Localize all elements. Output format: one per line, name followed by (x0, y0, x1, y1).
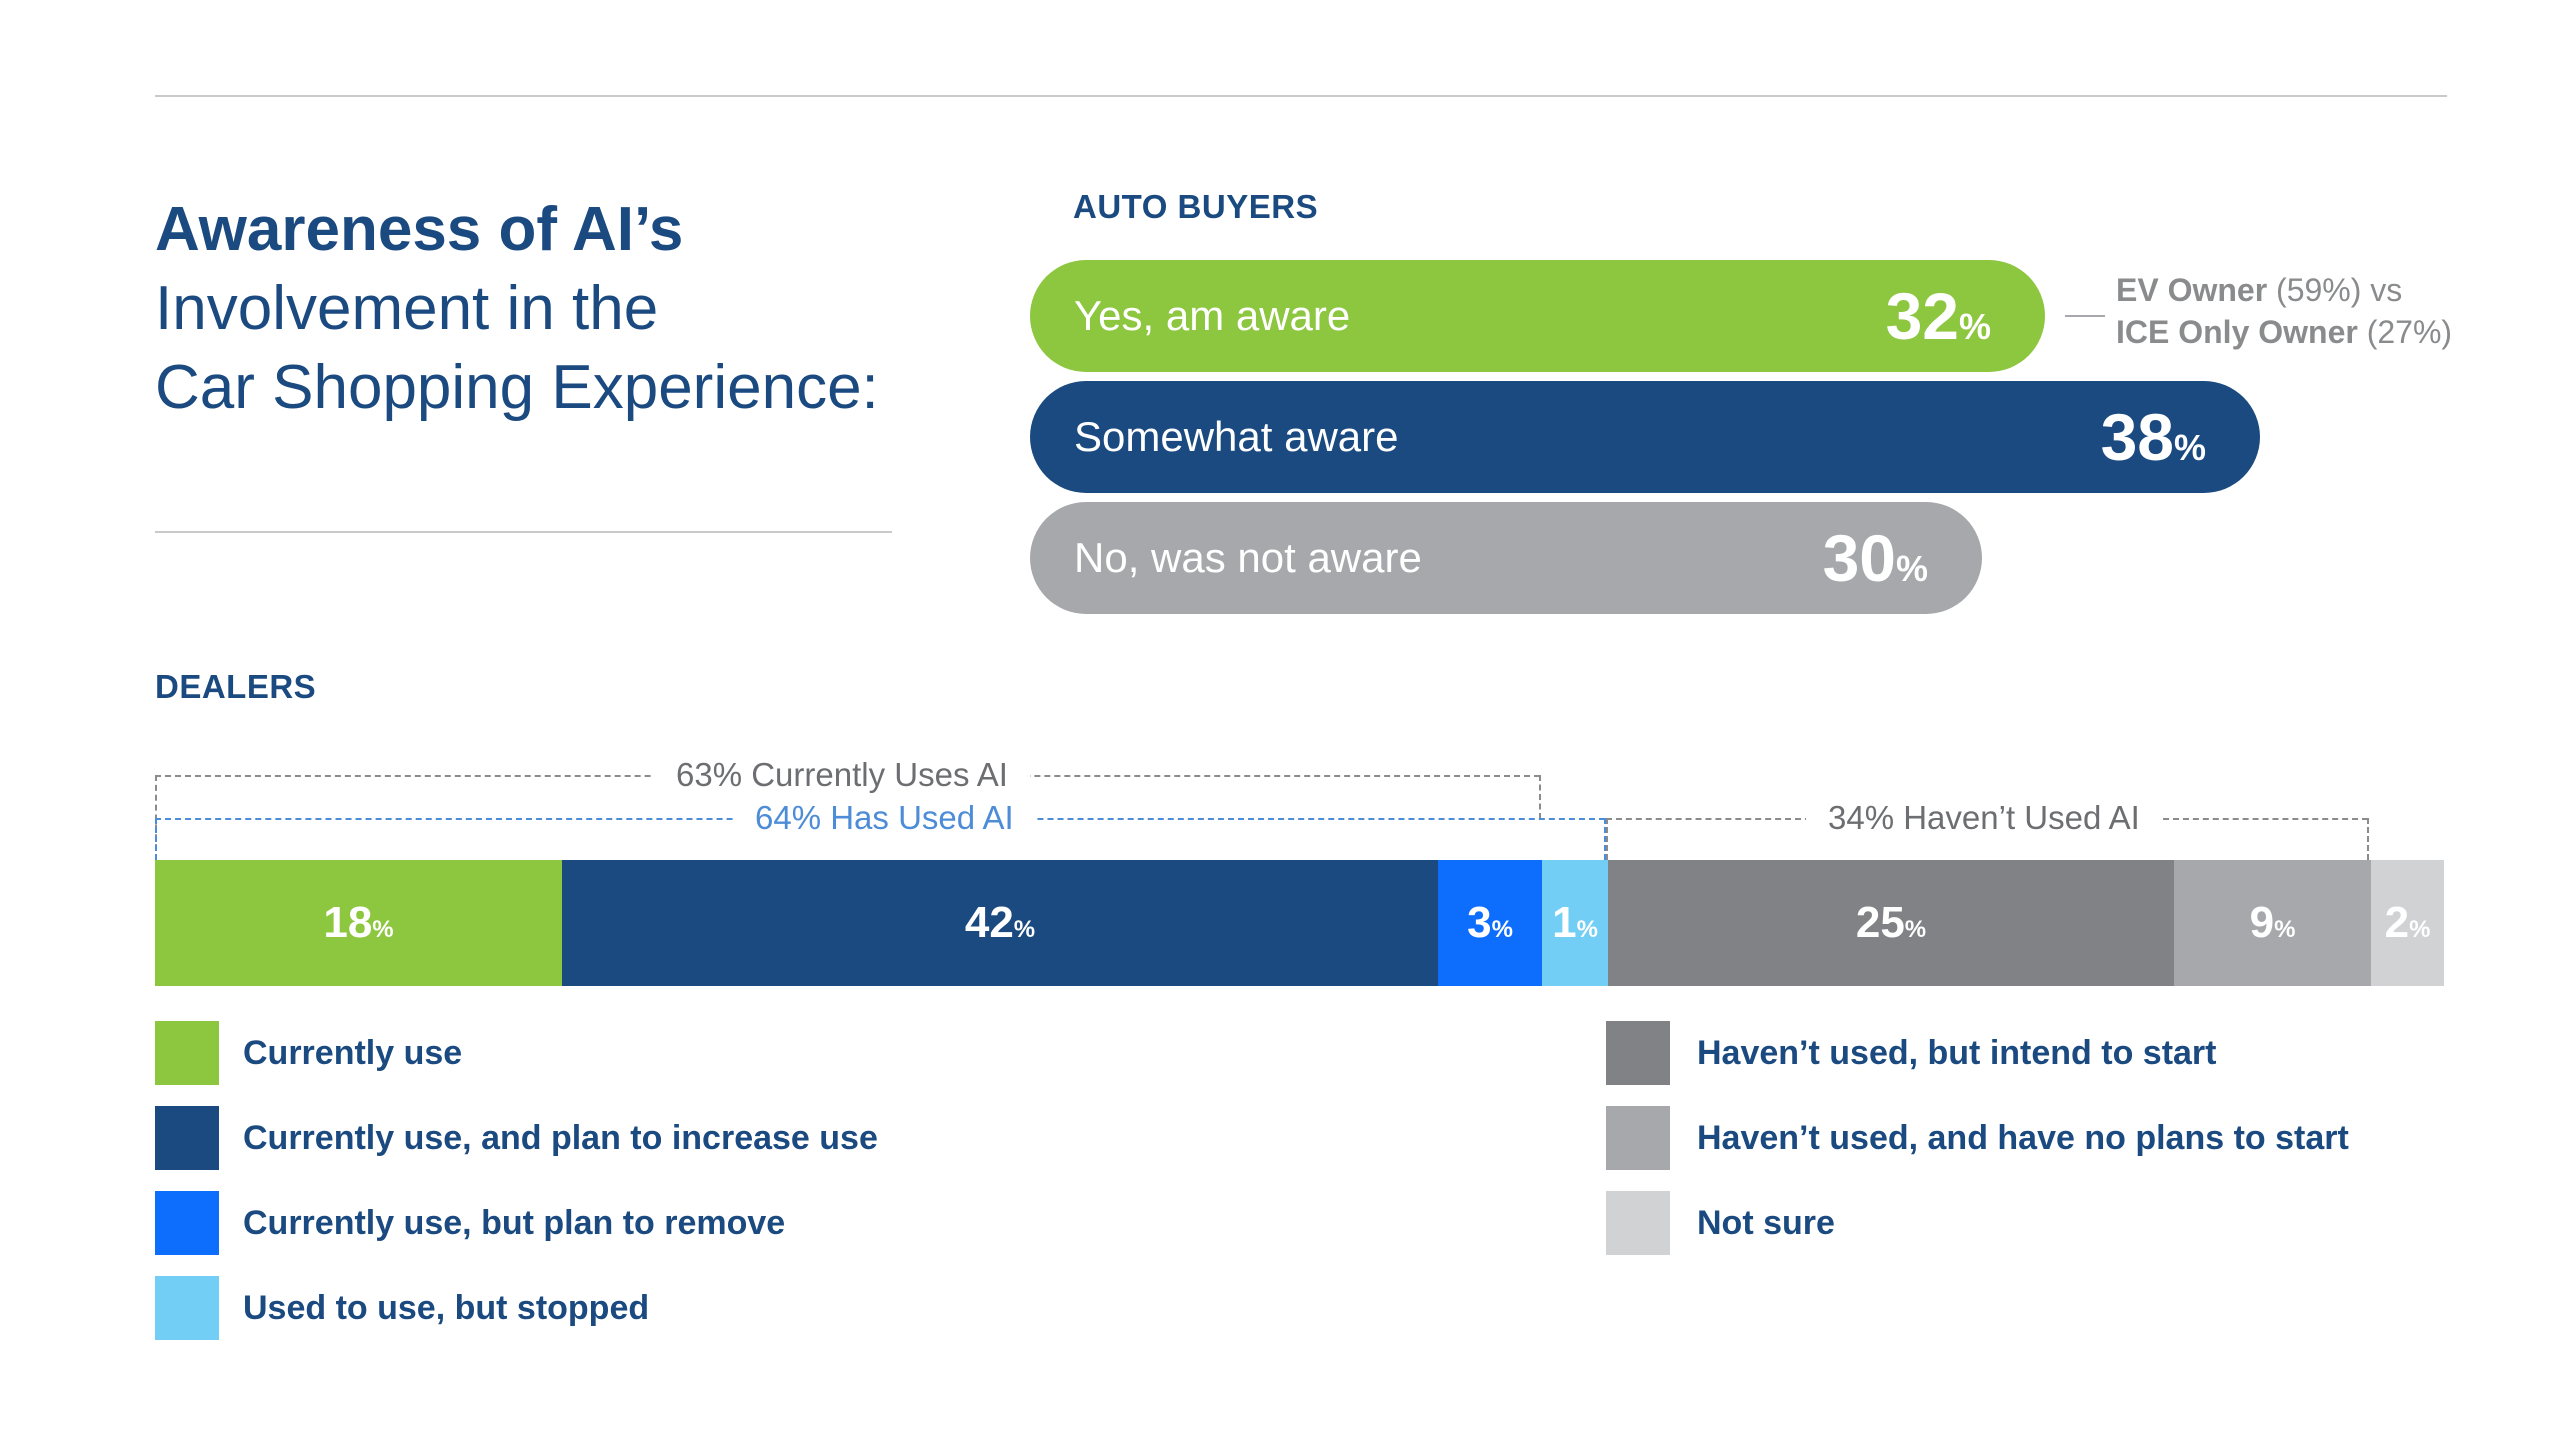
pill-somewhat-aware-value: 38% (2100, 400, 2206, 474)
legend-label-plan-increase: Currently use, and plan to increase use (243, 1119, 878, 1157)
legend-swatch-plan-increase (155, 1106, 219, 1170)
legend-label-no-plans: Haven’t used, and have no plans to start (1697, 1119, 2349, 1157)
dealers-label: DEALERS (155, 668, 317, 705)
bracket-currently-uses-left (155, 775, 157, 860)
ev-owner-note: EV Owner (59%) vs (2116, 272, 2403, 308)
title-line-1: Awareness of AI’s (155, 195, 684, 264)
bar-segment-plan-increase: 42% (562, 860, 1438, 986)
page-title: Awareness of AI’s Involvement in the Car… (155, 190, 879, 427)
pill-somewhat-aware-label: Somewhat aware (1074, 413, 1399, 460)
bracket-havent-used-right (2367, 818, 2369, 860)
legend-label-plan-remove: Currently use, but plan to remove (243, 1204, 786, 1242)
legend-swatch-currently-use (155, 1021, 219, 1085)
title-line-2: Involvement in the (155, 274, 659, 343)
bar-value-intend-start: 25% (1855, 898, 1927, 947)
top-divider (155, 95, 2447, 97)
bracket-havent-used-label: 34% Haven’t Used AI (1806, 798, 2162, 838)
pill-not-aware: No, was not aware 30% (1030, 502, 1982, 614)
bar-segment-used-stopped: 1% (1542, 860, 1608, 986)
legend-swatch-intend-start (1606, 1021, 1670, 1085)
pill-yes-aware-value: 32% (1885, 279, 1991, 353)
annotation-connector (2065, 315, 2105, 317)
bar-segment-intend-start: 25% (1608, 860, 2174, 986)
pill-not-aware-label: No, was not aware (1074, 534, 1422, 581)
ice-owner-note: ICE Only Owner (27%) (2116, 314, 2453, 350)
legend-label-intend-start: Haven’t used, but intend to start (1697, 1034, 2217, 1072)
legend-swatch-no-plans (1606, 1106, 1670, 1170)
pill-somewhat-aware: Somewhat aware 38% (1030, 381, 2260, 493)
bar-segment-plan-remove: 3% (1438, 860, 1542, 986)
bracket-currently-uses-label: 63% Currently Uses AI (654, 755, 1030, 795)
bar-value-not-sure: 2% (2384, 898, 2431, 947)
auto-buyers-label: AUTO BUYERS (1073, 188, 1319, 225)
bar-value-no-plans: 9% (2249, 898, 2296, 947)
bracket-has-used-label: 64% Has Used AI (733, 798, 1036, 838)
bar-segment-not-sure: 2% (2371, 860, 2444, 986)
pill-yes-aware-label: Yes, am aware (1074, 292, 1351, 339)
legend-swatch-plan-remove (155, 1191, 219, 1255)
bracket-currently-uses-right (1539, 775, 1541, 819)
bar-value-plan-increase: 42% (964, 898, 1036, 947)
title-line-3: Car Shopping Experience: (155, 353, 879, 422)
title-divider (155, 531, 892, 533)
legend-swatch-used-stopped (155, 1276, 219, 1340)
pill-yes-aware: Yes, am aware 32% (1030, 260, 2045, 372)
legend-swatch-not-sure (1606, 1191, 1670, 1255)
bracket-havent-used-left (1606, 818, 1608, 860)
bar-segment-currently-use: 18% (155, 860, 562, 986)
bar-value-plan-remove: 3% (1467, 898, 1513, 947)
legend-label-not-sure: Not sure (1697, 1204, 1835, 1242)
bar-value-used-stopped: 1% (1552, 898, 1598, 947)
pill-not-aware-value: 30% (1822, 521, 1928, 595)
legend-label-used-stopped: Used to use, but stopped (243, 1289, 650, 1327)
bar-value-currently-use: 18% (323, 898, 394, 947)
bracket-has-used-right (1604, 818, 1606, 860)
bracket-has-used-left (155, 818, 157, 860)
legend-label-currently-use: Currently use (243, 1034, 463, 1072)
bar-segment-no-plans: 9% (2174, 860, 2371, 986)
